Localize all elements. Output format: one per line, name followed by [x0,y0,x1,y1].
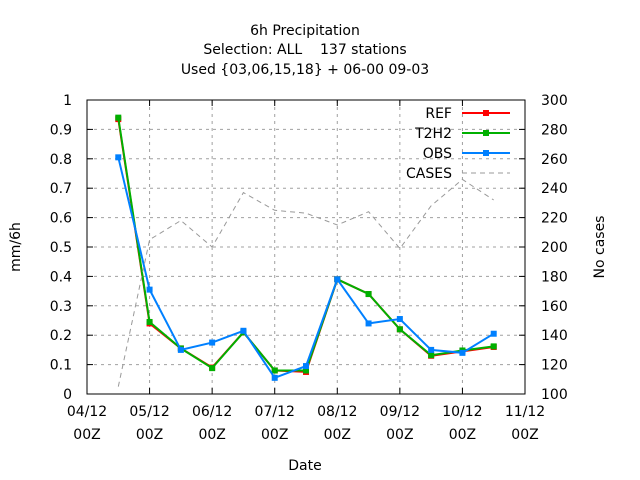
data-point [334,276,341,283]
y2-tick-label: 240 [541,181,568,197]
data-point [115,114,122,121]
legend-label: CASES [406,166,452,182]
data-point [303,363,309,370]
data-point [459,349,466,356]
y2-tick-label: 200 [541,240,568,256]
x-tick-label: 06/12 [192,404,232,420]
data-point [146,286,153,293]
data-point [428,346,435,353]
y2-tick-label: 260 [541,152,568,168]
data-point [490,330,497,337]
x-tick-label: 10/12 [442,404,482,420]
data-point [271,367,278,374]
x-tick-label-hour: 00Z [386,427,413,443]
data-point [365,291,372,298]
data-point [115,154,122,161]
legend-marker [483,150,489,156]
x-tick-label: 11/12 [505,404,545,420]
plot-area [115,114,497,387]
series-line [117,157,495,380]
y2-axis-label: No cases [592,216,608,279]
y-tick-label: 0.5 [50,240,72,256]
chart-title-line-2: Selection: ALL 137 stations [203,42,406,58]
y2-tick-label: 160 [541,299,568,315]
data-point [303,367,309,374]
series-cases [117,178,494,387]
data-point [396,326,403,333]
y-tick-label: 0.8 [50,152,72,168]
y-tick-label: 0.3 [50,299,72,315]
x-tick-label-hour: 00Z [136,427,163,443]
y2-tick-label: 180 [541,269,568,285]
x-tick-label-hour: 00Z [449,427,476,443]
y2-tick-label: 220 [541,211,568,227]
y2-tick-label: 120 [541,358,568,374]
x-tick-label: 07/12 [255,404,295,420]
series-obs [115,154,497,381]
x-tick-label-hour: 00Z [261,427,288,443]
data-point [396,316,403,323]
y-tick-label: 0.9 [50,122,72,138]
y2-tick-label: 140 [541,328,568,344]
y-tick-label: 0.6 [50,211,72,227]
chart-title-line-3: Used {03,06,15,18} + 06-00 09-03 [181,62,429,78]
data-point [365,320,372,327]
data-point [490,343,497,350]
chart-title-line-1: 6h Precipitation [250,23,360,39]
x-tick-label-hour: 00Z [73,427,100,443]
y2-tick-label: 100 [541,387,568,403]
legend-marker [483,130,489,136]
y2-tick-label: 300 [541,93,568,109]
legend: REF T2H2 OBS CASES [406,106,510,182]
x-tick-label-hour: 00Z [511,427,538,443]
y-tick-label: 0.1 [50,358,72,374]
data-point [209,339,216,346]
y-tick-label: 0.4 [50,269,72,285]
x-tick-label: 05/12 [129,404,169,420]
legend-label: T2H2 [414,126,452,142]
y-tick-label: 1 [63,93,72,109]
axes [86,99,526,395]
y-axis-label: mm/6h [8,222,24,272]
grid-lines [87,100,525,394]
y-tick-label: 0 [63,387,72,403]
legend-label: REF [425,106,452,122]
x-tick-label: 04/12 [67,404,107,420]
data-point [428,352,435,359]
data-point [209,365,216,372]
x-tick-label: 08/12 [317,404,357,420]
x-axis-label: Date [288,458,321,474]
x-tick-label-hour: 00Z [198,427,225,443]
y2-tick-label: 280 [541,122,568,138]
data-point [177,346,184,353]
y-tick-label: 0.2 [50,328,72,344]
legend-label: OBS [423,146,452,162]
tick-labels: 04/12 00Z 05/12 00Z 06/12 00Z 07/12 00Z 08/12 00Z… [50,93,568,443]
data-point [271,374,278,381]
series-line [117,178,494,387]
x-tick-label: 09/12 [380,404,420,420]
data-point [240,327,247,334]
data-point [146,318,153,325]
y-tick-label: 0.7 [50,181,72,197]
legend-marker [483,110,489,116]
plot-frame [86,99,526,395]
x-tick-label-hour: 00Z [324,427,351,443]
